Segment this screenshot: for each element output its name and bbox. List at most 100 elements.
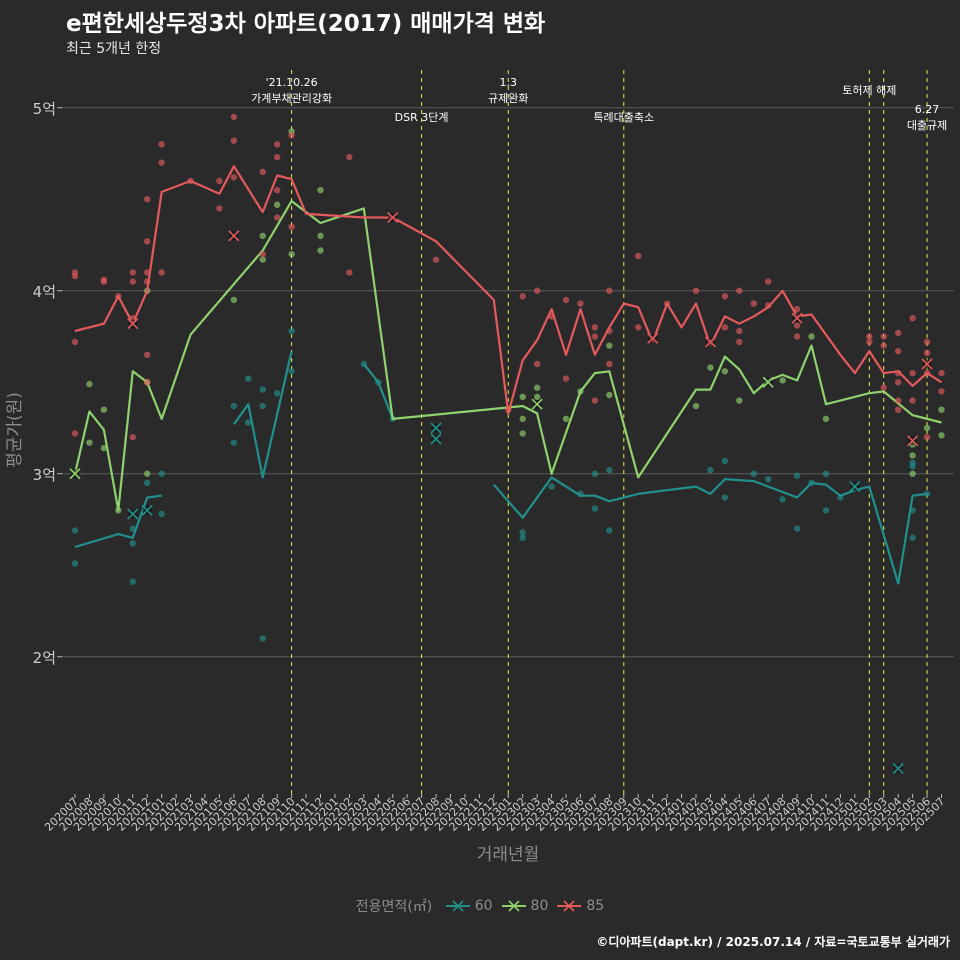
cross-marker-stroke [69, 468, 81, 480]
data-point-60 [71, 560, 79, 567]
data-point-80 [519, 430, 526, 437]
cross-marker-stroke [141, 504, 153, 516]
data-point-85 [158, 269, 165, 276]
cross-marker-85 [228, 230, 240, 242]
event-label: 1.3 규제완화 [488, 76, 528, 105]
data-point-60 [129, 540, 136, 547]
legend-label: 85 [586, 898, 605, 914]
data-point-60 [259, 386, 266, 393]
data-point-60 [793, 472, 801, 479]
cross-marker-stroke [762, 376, 774, 388]
data-point-85 [273, 141, 281, 148]
cross-marker-stroke [531, 398, 543, 410]
data-point-80 [909, 470, 916, 477]
cross-marker-stroke [430, 433, 442, 445]
event-label: 6.27 대출규제 [907, 103, 947, 132]
data-point-85 [216, 177, 223, 185]
data-point-85 [894, 379, 902, 386]
data-point-80 [562, 415, 570, 423]
cross-marker-60 [430, 422, 442, 434]
data-point-85 [635, 324, 642, 331]
data-point-60 [519, 534, 526, 541]
data-point-80 [230, 296, 238, 304]
data-point-85 [230, 137, 238, 144]
cross-marker-stroke [921, 358, 933, 370]
data-point-80 [606, 391, 613, 399]
data-point-80 [721, 368, 729, 375]
event-label: '21.10.26 가계부채관리강화 [251, 76, 332, 105]
data-point-80 [100, 406, 108, 413]
series-line-80 [73, 200, 942, 512]
data-point-60 [288, 368, 295, 375]
data-point-85 [736, 327, 743, 335]
data-point-85 [129, 278, 136, 285]
data-point-85 [938, 369, 945, 377]
data-point-80 [273, 201, 281, 208]
data-point-60 [765, 476, 772, 483]
data-point-85 [938, 388, 945, 395]
series-line-60 [492, 476, 928, 585]
cross-marker-stroke [704, 336, 716, 348]
data-point-80 [736, 397, 743, 404]
chart-title: e편한세상두정3차 아파트(2017) 매매가격 변화 [66, 11, 546, 37]
data-point-80 [692, 402, 700, 410]
data-point-60 [259, 402, 266, 410]
data-point-85 [577, 300, 584, 307]
cross-marker-80 [762, 376, 774, 388]
data-point-60 [548, 483, 555, 490]
data-point-85 [71, 430, 79, 437]
data-point-80 [519, 393, 526, 401]
data-point-85 [71, 269, 79, 276]
data-point-60 [245, 375, 252, 382]
y-tick-label: 4억 [33, 283, 56, 301]
data-point-85 [273, 186, 281, 194]
legend-item-60: 60 [445, 898, 493, 914]
data-point-85 [100, 276, 108, 283]
data-point-80 [288, 250, 295, 258]
data-point-60 [71, 527, 79, 534]
cross-marker-85 [647, 332, 659, 344]
cross-marker-85 [127, 318, 139, 330]
cross-marker-stroke [849, 480, 861, 493]
y-tick-label: 3억 [33, 466, 56, 484]
y-axis-label: 평균가(원) [5, 392, 25, 468]
data-point-85 [606, 360, 613, 368]
data-point-85 [346, 269, 353, 276]
axes: 2억3억4억5억20200720200820200920201020201120… [33, 100, 948, 834]
data-point-85 [273, 214, 281, 221]
data-point-60 [822, 507, 830, 514]
data-point-85 [144, 238, 151, 245]
data-point-85 [519, 293, 526, 300]
data-point-85 [923, 349, 931, 357]
data-point-85 [923, 338, 931, 346]
cross-marker-stroke [647, 332, 659, 344]
data-point-85 [894, 347, 902, 355]
data-point-80 [533, 393, 541, 401]
data-point-85 [562, 375, 570, 382]
cross-marker-stroke [892, 762, 904, 774]
data-point-80 [909, 452, 916, 459]
data-point-60 [230, 402, 238, 410]
data-point-60 [259, 635, 266, 642]
data-point-85 [909, 315, 916, 322]
series-line-85 [74, 165, 943, 415]
data-point-80 [779, 377, 786, 384]
data-point-85 [144, 379, 151, 386]
legend-label: 80 [530, 898, 549, 914]
data-point-60 [750, 470, 757, 477]
data-point-80 [317, 232, 324, 240]
data-point-85 [533, 360, 541, 368]
data-point-85 [721, 324, 729, 331]
data-point-80 [519, 415, 526, 423]
data-point-60 [519, 529, 526, 536]
data-point-85 [736, 338, 743, 346]
data-point-85 [230, 113, 238, 121]
data-point-85 [259, 250, 266, 258]
event-label: 토허제 해제 [842, 83, 896, 97]
data-point-85 [144, 351, 151, 358]
cross-marker-80 [531, 398, 543, 410]
series-line-60 [74, 494, 162, 549]
data-point-80 [822, 415, 830, 423]
data-point-80 [707, 364, 714, 371]
data-point-60 [721, 457, 729, 465]
